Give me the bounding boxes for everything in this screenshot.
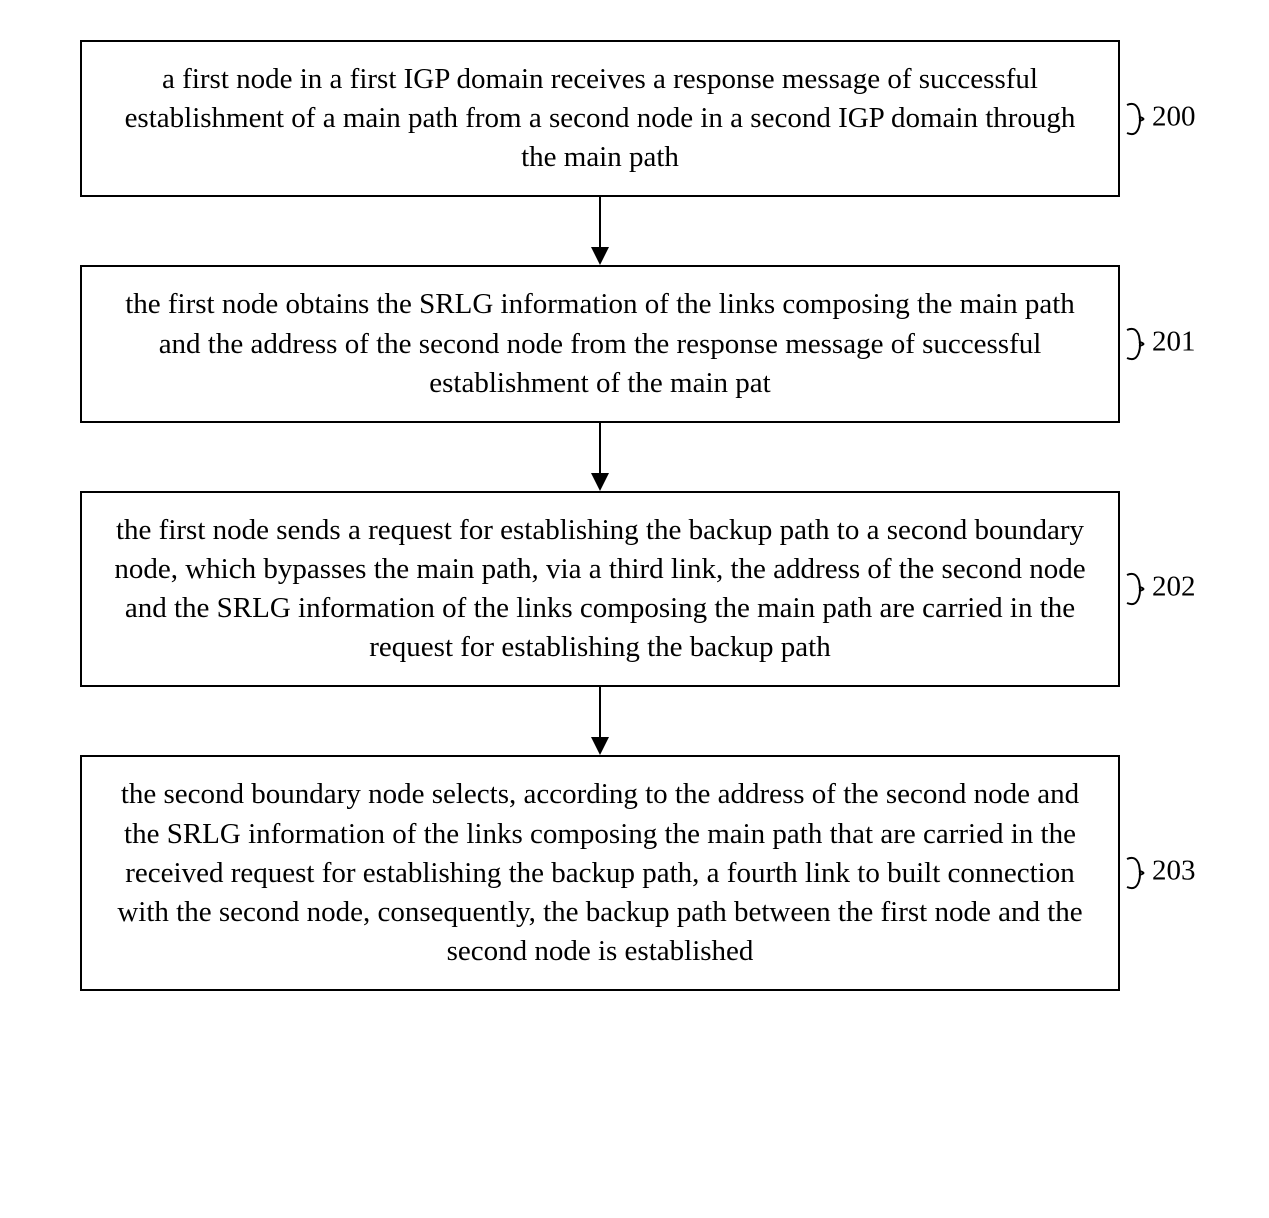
step-text: the first node sends a request for estab… bbox=[114, 514, 1085, 663]
arrow-down-icon bbox=[588, 423, 612, 491]
connector-200-201 bbox=[30, 197, 1239, 265]
label-brace-icon bbox=[1126, 569, 1152, 609]
label-brace-icon bbox=[1126, 853, 1152, 893]
step-text: the second boundary node selects, accord… bbox=[117, 778, 1082, 967]
step-label-text: 201 bbox=[1152, 326, 1196, 358]
label-brace-icon bbox=[1126, 99, 1152, 139]
flowchart-container: a first node in a first IGP domain recei… bbox=[30, 40, 1239, 991]
step-row-200: a first node in a first IGP domain recei… bbox=[30, 40, 1239, 197]
step-box-200: a first node in a first IGP domain recei… bbox=[80, 40, 1120, 197]
step-row-202: the first node sends a request for estab… bbox=[30, 491, 1239, 688]
step-label-200: 200 bbox=[1126, 99, 1196, 139]
step-label-text: 200 bbox=[1152, 100, 1196, 132]
connector-202-203 bbox=[30, 687, 1239, 755]
step-box-202: the first node sends a request for estab… bbox=[80, 491, 1120, 688]
step-label-202: 202 bbox=[1126, 569, 1196, 609]
step-text: a first node in a first IGP domain recei… bbox=[125, 63, 1076, 173]
step-label-text: 203 bbox=[1152, 855, 1196, 887]
step-row-203: the second boundary node selects, accord… bbox=[30, 755, 1239, 991]
arrow-down-icon bbox=[588, 687, 612, 755]
step-label-text: 202 bbox=[1152, 571, 1196, 603]
connector-201-202 bbox=[30, 423, 1239, 491]
arrow-down-icon bbox=[588, 197, 612, 265]
step-box-201: the first node obtains the SRLG informat… bbox=[80, 265, 1120, 422]
step-text: the first node obtains the SRLG informat… bbox=[125, 288, 1075, 398]
step-label-203: 203 bbox=[1126, 853, 1196, 893]
label-brace-icon bbox=[1126, 324, 1152, 364]
step-row-201: the first node obtains the SRLG informat… bbox=[30, 265, 1239, 422]
step-box-203: the second boundary node selects, accord… bbox=[80, 755, 1120, 991]
step-label-201: 201 bbox=[1126, 324, 1196, 364]
